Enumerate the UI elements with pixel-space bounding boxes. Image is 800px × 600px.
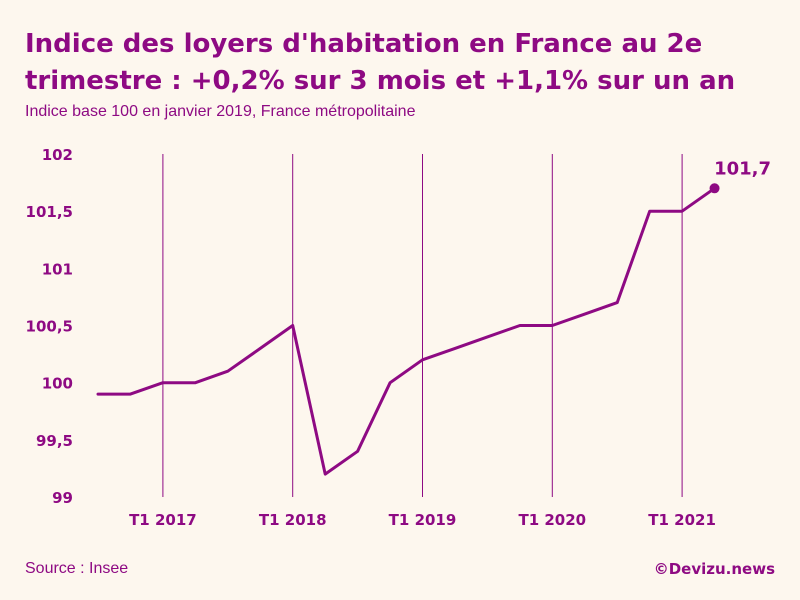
last-value-label: 101,7 <box>714 158 771 179</box>
y-tick-label: 102 <box>42 146 73 164</box>
x-tick-label: T1 2018 <box>259 511 327 529</box>
chart-subtitle: Indice base 100 en janvier 2019, France … <box>25 103 416 120</box>
x-tick-label: T1 2019 <box>389 511 457 529</box>
last-point-marker <box>709 183 720 194</box>
y-tick-label: 101,5 <box>26 203 73 221</box>
x-tick-label: T1 2017 <box>129 511 197 529</box>
x-tick-label: T1 2021 <box>648 511 716 529</box>
chart-title: Indice des loyers d'habitation en France… <box>25 29 736 96</box>
y-tick-label: 100,5 <box>26 318 73 336</box>
y-tick-label: 101 <box>42 260 73 278</box>
credit-logo: ©Devizu.news <box>653 560 775 578</box>
source-note: Source : Insee <box>25 560 129 577</box>
y-tick-label: 99 <box>52 489 73 507</box>
x-tick-label: T1 2020 <box>518 511 586 529</box>
y-tick-label: 100 <box>42 375 73 393</box>
series-line <box>96 186 717 476</box>
y-tick-label: 99,5 <box>36 432 73 450</box>
